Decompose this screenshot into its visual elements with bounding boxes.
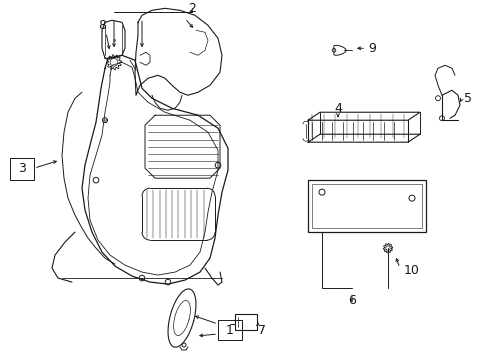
Text: 5: 5 xyxy=(463,92,471,105)
Bar xyxy=(311,184,421,228)
Bar xyxy=(10,158,34,180)
Text: 9: 9 xyxy=(367,42,375,55)
Text: e: e xyxy=(103,118,106,123)
Bar xyxy=(218,320,242,340)
Text: 10: 10 xyxy=(403,264,419,276)
Text: 1: 1 xyxy=(225,324,233,337)
Text: 7: 7 xyxy=(258,324,265,337)
Text: e: e xyxy=(112,38,116,43)
Text: 8: 8 xyxy=(98,19,106,32)
Text: 3: 3 xyxy=(18,162,26,175)
Bar xyxy=(307,180,425,232)
Text: 2: 2 xyxy=(188,2,196,15)
Text: 6: 6 xyxy=(347,293,355,307)
Text: 4: 4 xyxy=(333,102,341,115)
